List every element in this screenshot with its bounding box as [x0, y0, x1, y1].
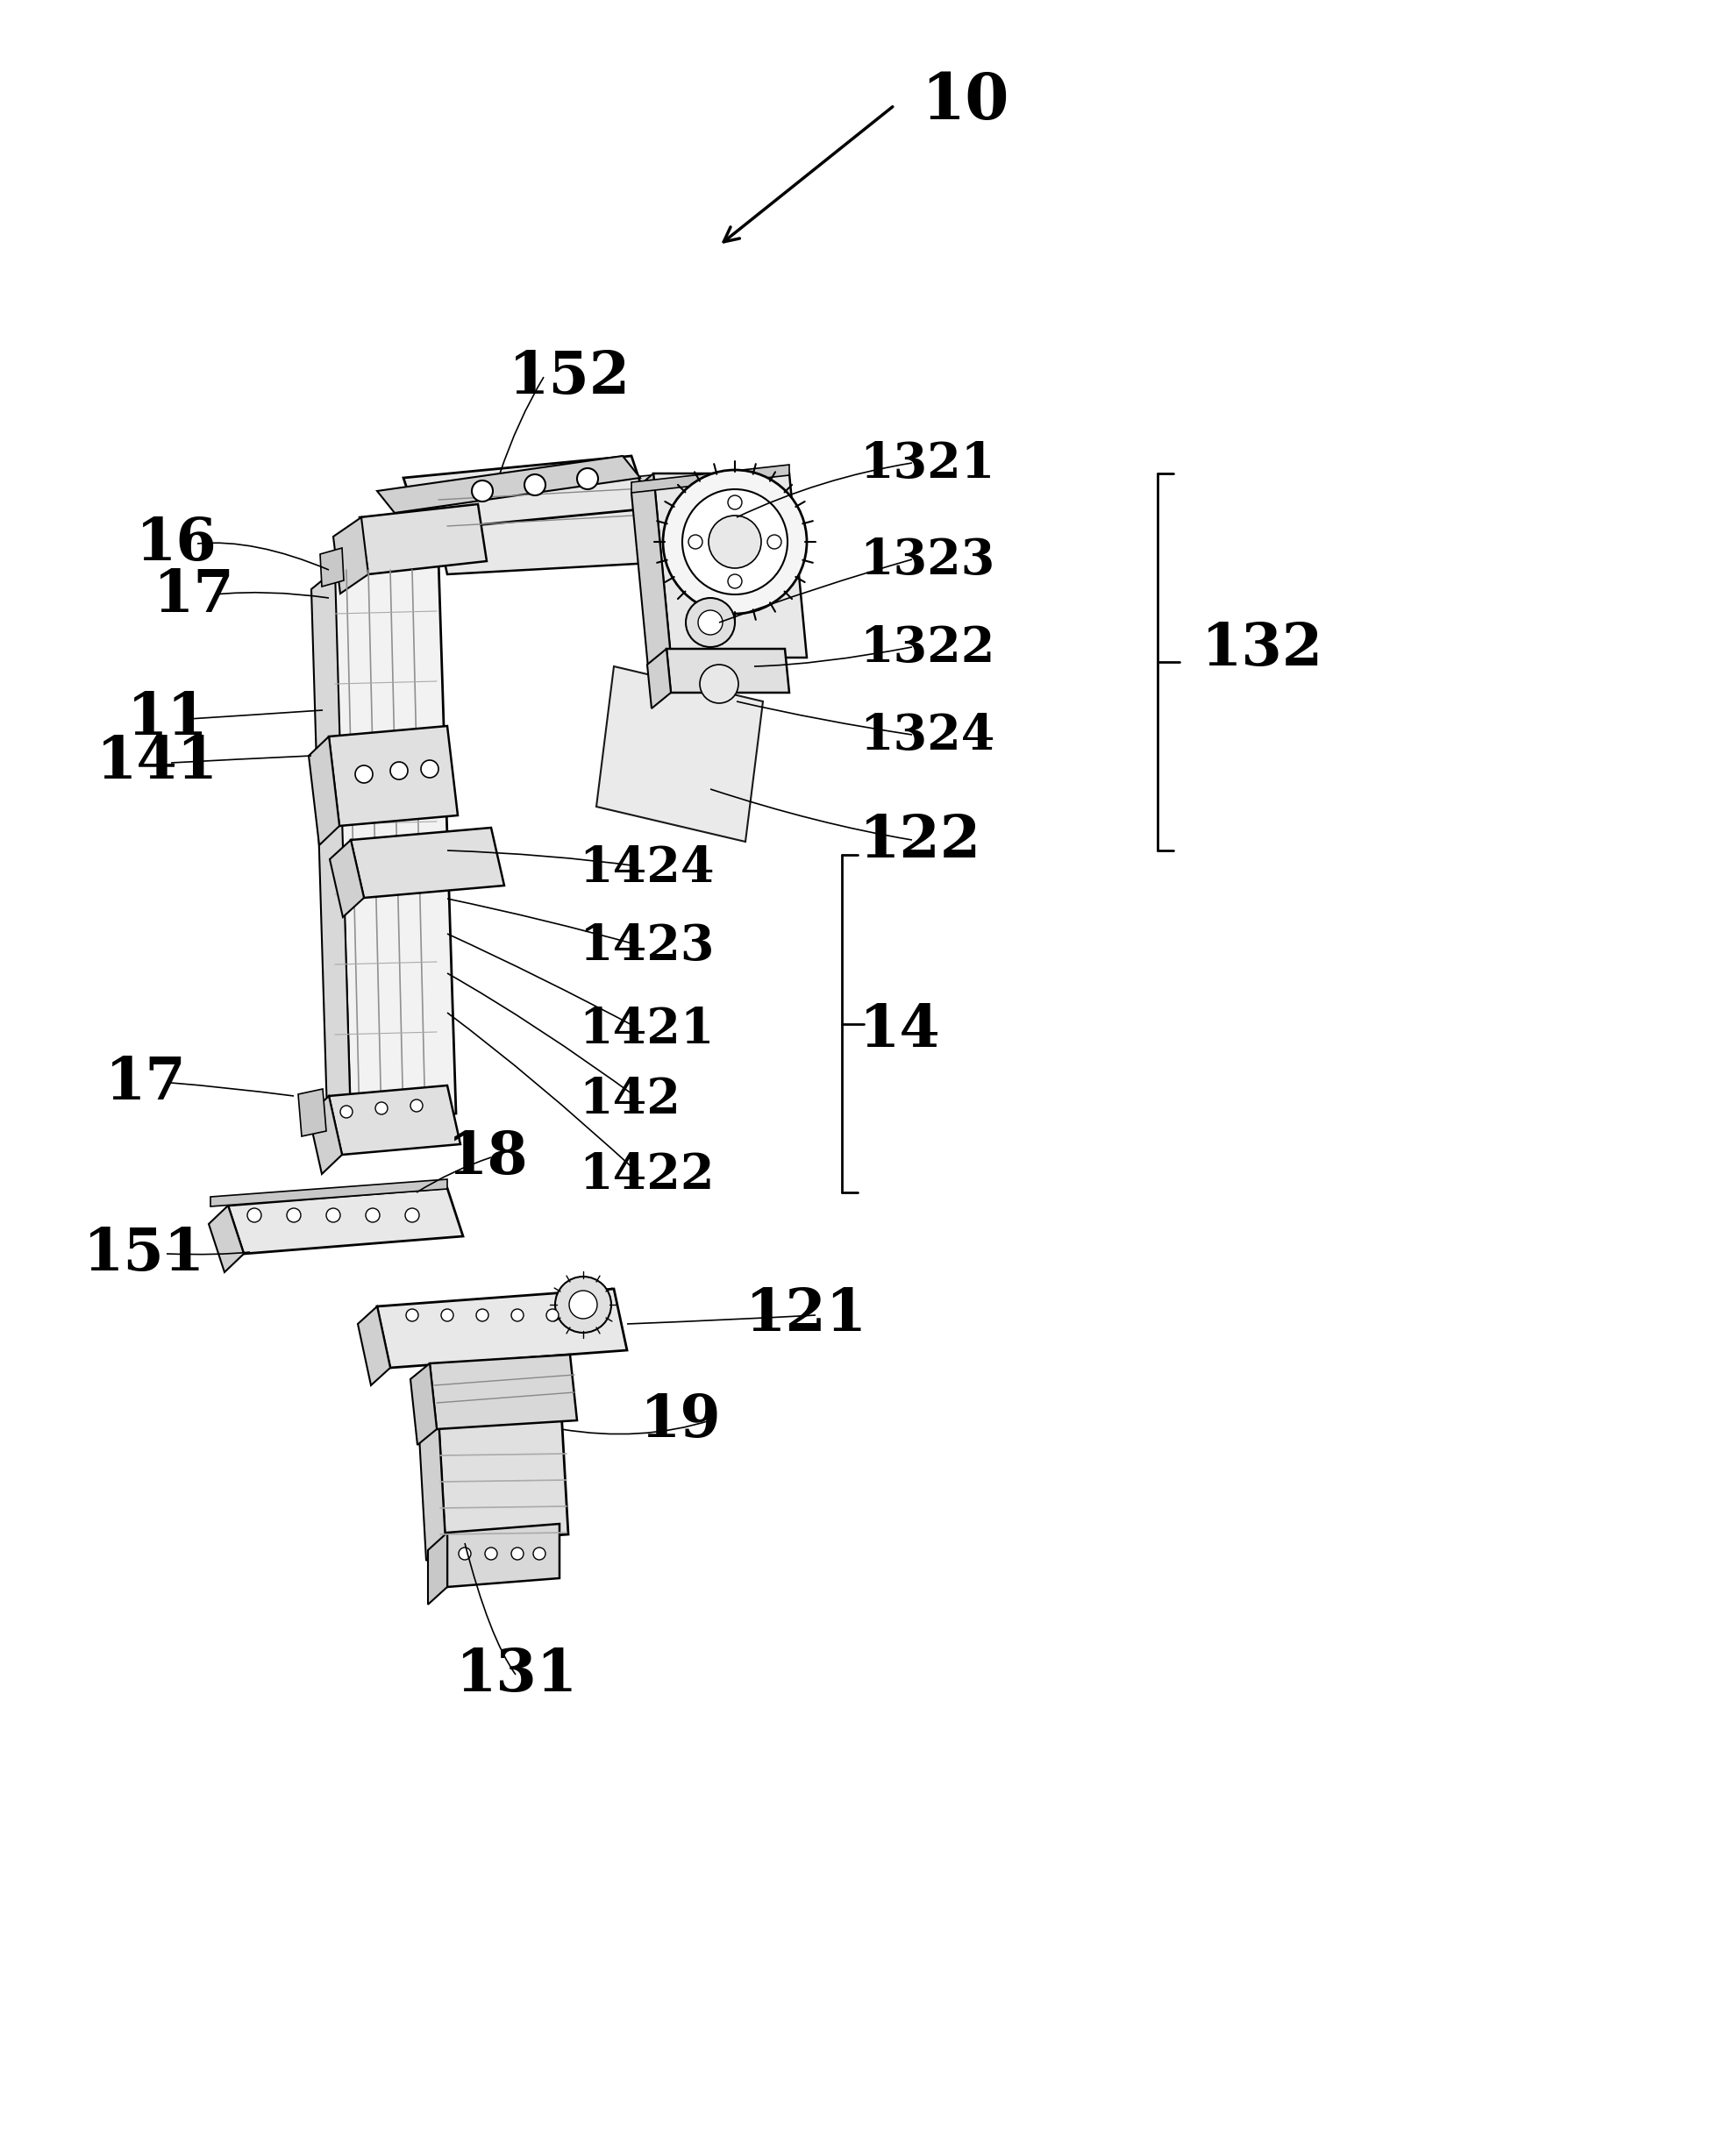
Text: 1422: 1422: [578, 1151, 714, 1199]
Text: 122: 122: [859, 813, 982, 871]
Circle shape: [442, 1309, 454, 1322]
Polygon shape: [596, 666, 764, 841]
Circle shape: [511, 1309, 523, 1322]
Polygon shape: [333, 517, 369, 593]
Text: 10: 10: [921, 71, 1008, 132]
Circle shape: [326, 1207, 339, 1222]
Circle shape: [700, 664, 738, 703]
Circle shape: [663, 470, 807, 614]
Circle shape: [688, 535, 703, 550]
Text: 11: 11: [126, 690, 208, 748]
Polygon shape: [308, 737, 339, 845]
Polygon shape: [419, 1419, 445, 1561]
Circle shape: [459, 1548, 471, 1559]
Text: 19: 19: [641, 1393, 722, 1449]
Polygon shape: [430, 483, 684, 573]
Circle shape: [288, 1207, 301, 1222]
Circle shape: [405, 1207, 419, 1222]
Circle shape: [570, 1291, 598, 1319]
Polygon shape: [211, 1179, 447, 1207]
Text: 151: 151: [83, 1225, 206, 1283]
Polygon shape: [438, 1410, 568, 1544]
Polygon shape: [632, 474, 670, 677]
Circle shape: [511, 1548, 523, 1559]
Text: 131: 131: [456, 1647, 578, 1703]
Circle shape: [546, 1309, 559, 1322]
Circle shape: [355, 765, 372, 783]
Polygon shape: [329, 1084, 461, 1156]
Circle shape: [339, 1106, 353, 1119]
Polygon shape: [648, 649, 670, 709]
Circle shape: [476, 1309, 488, 1322]
Polygon shape: [352, 828, 504, 897]
Text: 1423: 1423: [578, 923, 714, 970]
Polygon shape: [320, 548, 343, 586]
Polygon shape: [360, 505, 487, 573]
Circle shape: [376, 1102, 388, 1115]
Circle shape: [577, 468, 598, 489]
Circle shape: [686, 597, 734, 647]
Circle shape: [767, 535, 781, 550]
Polygon shape: [447, 1524, 559, 1587]
Circle shape: [405, 1309, 419, 1322]
Polygon shape: [653, 474, 807, 658]
Circle shape: [698, 610, 722, 634]
Text: 141: 141: [97, 735, 218, 791]
Polygon shape: [430, 1354, 577, 1429]
Text: 1321: 1321: [859, 440, 994, 489]
Polygon shape: [329, 841, 364, 916]
Circle shape: [471, 481, 494, 502]
Text: 121: 121: [745, 1287, 868, 1343]
Circle shape: [727, 573, 741, 589]
Polygon shape: [428, 1533, 447, 1604]
Polygon shape: [404, 455, 650, 530]
Polygon shape: [329, 727, 457, 826]
Text: 17: 17: [106, 1054, 187, 1110]
Polygon shape: [410, 1363, 436, 1445]
Circle shape: [485, 1548, 497, 1559]
Circle shape: [421, 761, 438, 778]
Polygon shape: [298, 1089, 326, 1136]
Text: 1421: 1421: [578, 1007, 714, 1054]
Polygon shape: [333, 558, 456, 1123]
Circle shape: [682, 489, 788, 595]
Polygon shape: [404, 474, 669, 511]
Polygon shape: [308, 1095, 341, 1175]
Circle shape: [525, 474, 546, 496]
Text: 1322: 1322: [859, 625, 994, 673]
Circle shape: [410, 1100, 423, 1112]
Polygon shape: [210, 1205, 244, 1272]
Polygon shape: [632, 466, 790, 494]
Circle shape: [556, 1276, 611, 1332]
Text: 132: 132: [1202, 621, 1323, 677]
Circle shape: [727, 496, 741, 509]
Circle shape: [365, 1207, 379, 1222]
Text: 1424: 1424: [578, 843, 714, 893]
Circle shape: [533, 1548, 546, 1559]
Polygon shape: [359, 1307, 390, 1386]
Text: 142: 142: [578, 1076, 681, 1125]
Text: 18: 18: [447, 1130, 528, 1186]
Text: 1323: 1323: [859, 537, 994, 584]
Polygon shape: [378, 1289, 627, 1367]
Polygon shape: [312, 569, 352, 1143]
Text: 1324: 1324: [859, 711, 994, 761]
Polygon shape: [667, 649, 790, 692]
Circle shape: [708, 515, 760, 569]
Text: 17: 17: [154, 567, 236, 625]
Polygon shape: [378, 455, 641, 513]
Text: 16: 16: [135, 515, 216, 571]
Circle shape: [248, 1207, 262, 1222]
Polygon shape: [229, 1188, 462, 1255]
Text: 14: 14: [859, 1003, 940, 1059]
Text: 152: 152: [509, 349, 630, 405]
Circle shape: [390, 761, 407, 780]
